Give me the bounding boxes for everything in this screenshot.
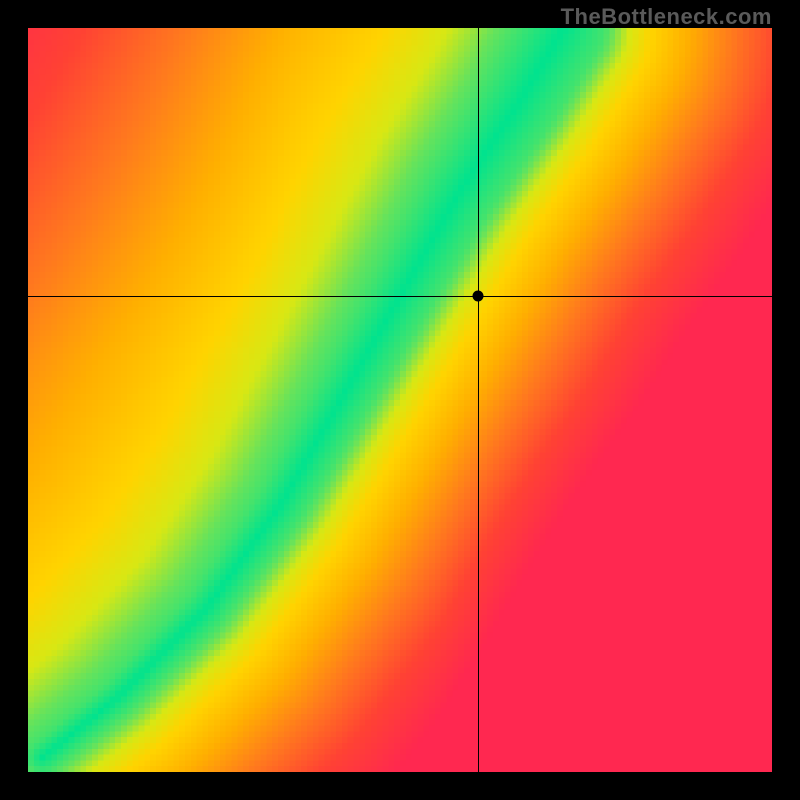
heatmap-canvas — [28, 28, 772, 772]
heatmap-plot — [28, 28, 772, 772]
watermark-text: TheBottleneck.com — [561, 4, 772, 30]
crosshair-vertical — [478, 28, 479, 772]
crosshair-horizontal — [28, 296, 772, 297]
crosshair-marker — [473, 290, 484, 301]
